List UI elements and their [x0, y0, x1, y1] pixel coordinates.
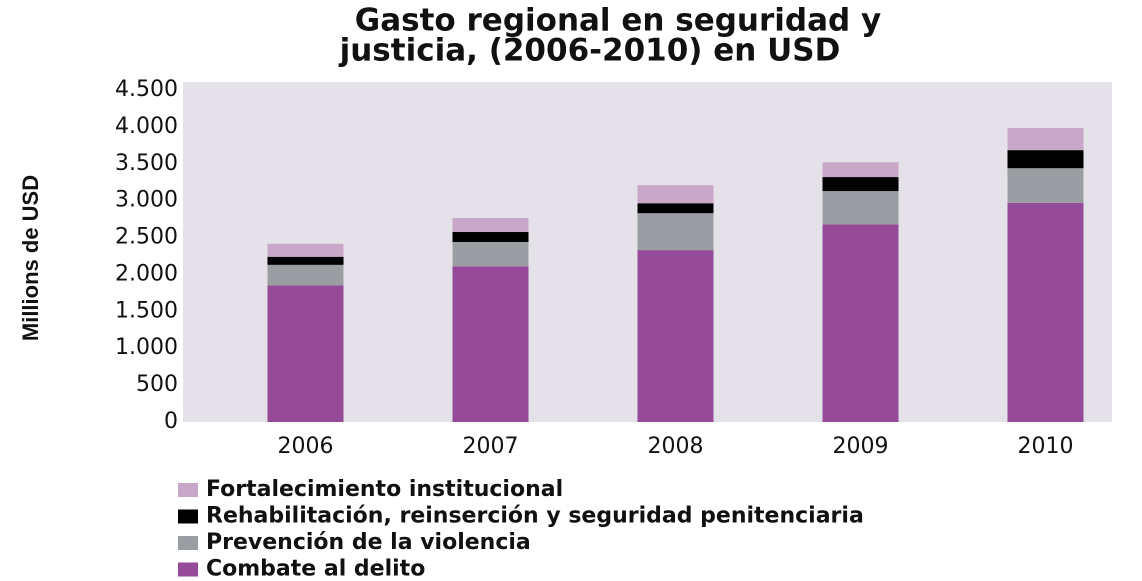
bar-segment: [267, 264, 344, 286]
bar-segment: [637, 185, 714, 204]
bar-segment: [822, 162, 899, 178]
bar-segment: [452, 241, 529, 267]
y-tick-label: 4.500: [115, 77, 178, 102]
legend-swatch: [178, 536, 198, 550]
bar-segment: [637, 203, 714, 214]
chart-title: justicia, (2006-2010) en USD: [338, 33, 841, 69]
bar-segment: [1007, 150, 1084, 169]
legend-label: Fortalecimiento institucional: [206, 477, 563, 502]
y-tick-label: 500: [136, 372, 178, 397]
x-tick-label: 2006: [278, 434, 334, 459]
bar-segment: [637, 213, 714, 251]
x-tick-label: 2007: [463, 434, 519, 459]
bar-segment: [822, 191, 899, 225]
y-axis-label: Millions de USD: [18, 175, 43, 341]
y-tick-label: 0: [164, 409, 178, 434]
y-tick-label: 3.000: [115, 188, 178, 213]
y-tick-label: 1.000: [115, 335, 178, 360]
bar-segment: [1007, 168, 1084, 203]
bar-segment: [267, 285, 344, 422]
bar-segment: [267, 256, 344, 265]
y-tick-label: 4.000: [115, 114, 178, 139]
legend-label: Prevención de la violencia: [206, 530, 531, 555]
bar-segment: [452, 266, 529, 422]
y-tick-label: 2.500: [115, 225, 178, 250]
legend-label: Rehabilitación, reinserción y seguridad …: [206, 504, 864, 529]
x-tick-label: 2009: [833, 434, 889, 459]
y-tick-label: 1.500: [115, 298, 178, 323]
bar-segment: [452, 218, 529, 233]
x-tick-label: 2008: [648, 434, 704, 459]
bar-segment: [822, 177, 899, 192]
bar-segment: [1007, 202, 1084, 422]
legend-swatch: [178, 562, 198, 577]
legend-label: Combate al delito: [206, 557, 425, 581]
bar-segment: [1007, 127, 1084, 151]
bar-segment: [822, 224, 899, 422]
y-tick-label: 3.500: [115, 151, 178, 176]
legend-swatch: [178, 483, 198, 497]
chart-title: Gasto regional en seguridad y: [355, 3, 881, 39]
bar-segment: [637, 250, 714, 422]
x-tick-label: 2010: [1018, 434, 1074, 459]
legend-swatch: [178, 509, 198, 524]
y-tick-label: 2.000: [115, 261, 178, 286]
bar-segment: [452, 232, 529, 242]
bar-segment: [267, 243, 344, 257]
